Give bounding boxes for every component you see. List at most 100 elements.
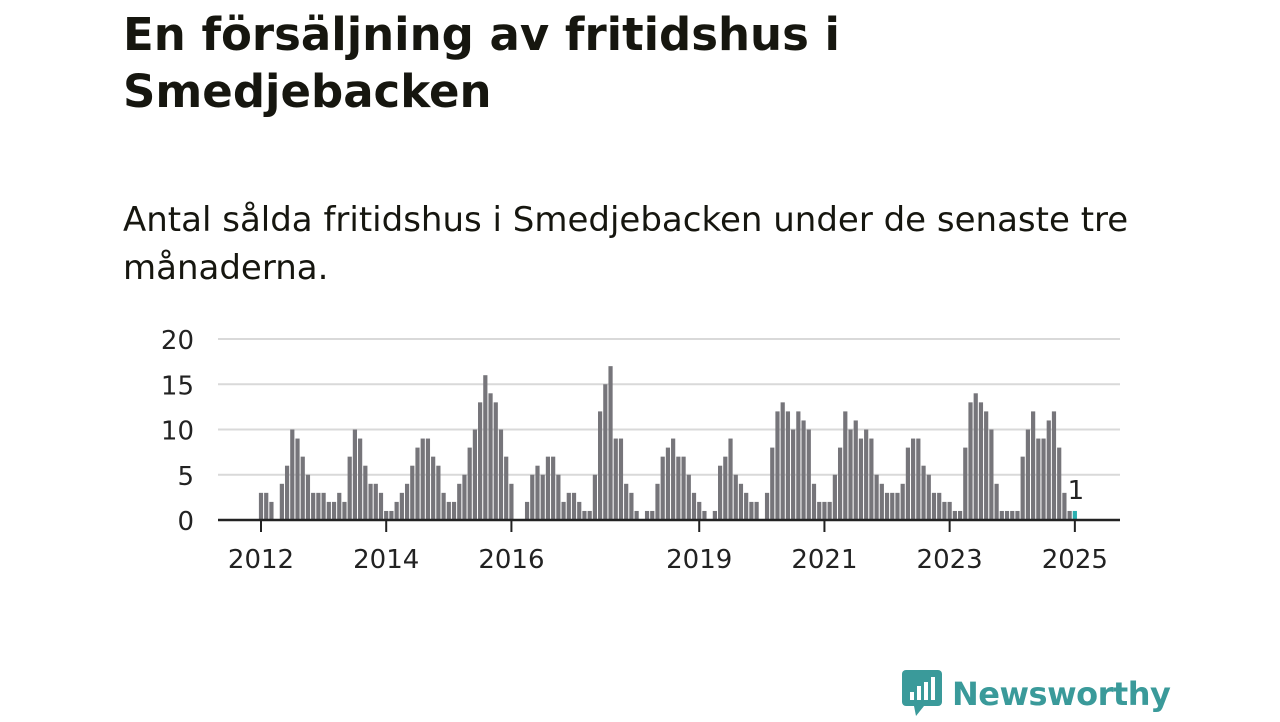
bar: [827, 501, 832, 520]
chart-title: En försäljning av fritidshus i Smedjebac…: [123, 8, 840, 118]
bar: [394, 501, 399, 520]
bar: [984, 411, 989, 520]
bar: [973, 393, 978, 520]
bar: [937, 492, 942, 520]
bar: [467, 447, 472, 520]
bar: [566, 492, 571, 520]
bar: [916, 438, 921, 520]
bar: [524, 501, 530, 520]
bar: [608, 366, 613, 520]
bar: [598, 411, 603, 520]
bar: [545, 456, 551, 520]
bar: [284, 465, 290, 520]
bar: [457, 483, 462, 520]
bar: [1062, 492, 1067, 520]
bar: [404, 483, 410, 520]
bar: [618, 438, 624, 520]
bar: [384, 510, 389, 520]
bar: [660, 456, 665, 520]
bar: [451, 501, 457, 520]
x-tick-label: 2016: [478, 545, 544, 575]
bar: [832, 474, 837, 520]
brand-name: Newsworthy: [952, 675, 1171, 713]
x-tick-label: 2012: [228, 545, 294, 575]
bar: [655, 483, 660, 520]
bar: [436, 465, 441, 520]
bar: [806, 429, 811, 520]
bar: [279, 483, 284, 520]
bar: [754, 501, 759, 520]
bar: [702, 510, 707, 520]
bar: [295, 438, 300, 520]
x-tick-label: 2023: [917, 545, 983, 575]
bar: [1057, 447, 1062, 520]
bar: [551, 456, 556, 520]
bar: [556, 474, 561, 520]
bar: [571, 492, 577, 520]
bar: [650, 510, 655, 520]
bar: [931, 492, 937, 520]
bar: [921, 465, 926, 520]
bar: [947, 501, 952, 520]
bar: [472, 429, 477, 520]
bar: [1036, 438, 1041, 520]
bar: [744, 492, 749, 520]
bar: [587, 510, 592, 520]
bar: [446, 501, 451, 520]
bar: [431, 456, 436, 520]
bar: [884, 492, 890, 520]
bar: [1041, 438, 1046, 520]
bar: [785, 411, 791, 520]
bar: [994, 483, 999, 520]
chart-subtitle: Antal sålda fritidshus i Smedjebacken un…: [123, 200, 1129, 288]
bar: [900, 483, 905, 520]
bar: [389, 510, 394, 520]
y-tick-label: 15: [161, 371, 194, 401]
bar: [848, 429, 853, 520]
bar: [764, 492, 770, 520]
bar: [822, 501, 827, 520]
bar: [665, 447, 671, 520]
bar: [749, 501, 754, 520]
bar: [843, 411, 848, 520]
bar: [770, 447, 775, 520]
bar: [264, 492, 269, 520]
bar: [488, 393, 493, 520]
bar: [420, 438, 425, 520]
highlighted-bar: [1072, 510, 1077, 520]
bar: [853, 420, 858, 520]
bar: [968, 402, 973, 520]
newsworthy-brand[interactable]: Newsworthy: [902, 668, 1171, 720]
bar: [718, 465, 723, 520]
bar: [305, 474, 311, 520]
bar: [504, 456, 509, 520]
bar: [535, 465, 540, 520]
bar: [837, 447, 843, 520]
bar: [817, 501, 822, 520]
bar: [493, 402, 498, 520]
bar: [603, 384, 608, 520]
y-tick-label: 20: [161, 326, 194, 356]
x-tick-label: 2025: [1042, 545, 1108, 575]
bar: [738, 483, 744, 520]
bar: [373, 483, 378, 520]
bar: [895, 492, 900, 520]
bar: [780, 402, 785, 520]
bar: [478, 402, 483, 520]
bar: [1031, 411, 1036, 520]
bar: [957, 510, 963, 520]
bar: [530, 474, 535, 520]
highlight-value-label: 1: [1068, 476, 1085, 506]
bar: [347, 456, 352, 520]
bar: [723, 456, 728, 520]
bar: [978, 402, 984, 520]
bar: [796, 411, 801, 520]
bar: [671, 438, 676, 520]
bar: [311, 492, 316, 520]
bar: [269, 501, 274, 520]
bar: [1020, 456, 1025, 520]
bar: [577, 501, 582, 520]
bar: [342, 501, 347, 520]
bar: [258, 492, 264, 520]
bar: [582, 510, 587, 520]
